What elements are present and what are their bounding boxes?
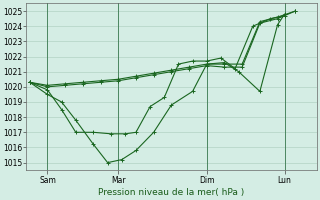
X-axis label: Pression niveau de la mer( hPa ): Pression niveau de la mer( hPa )	[98, 188, 244, 197]
